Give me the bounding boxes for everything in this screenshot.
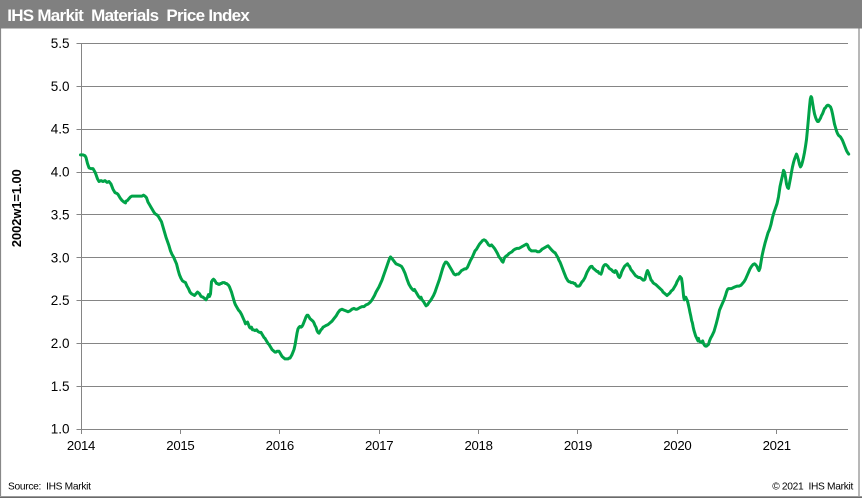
svg-text:4.0: 4.0 [51,165,70,180]
svg-text:4.5: 4.5 [51,122,70,137]
svg-text:2014: 2014 [67,438,95,453]
svg-text:1.0: 1.0 [51,422,70,437]
svg-text:5.5: 5.5 [51,36,70,51]
svg-text:2018: 2018 [464,438,492,453]
svg-text:2021: 2021 [763,438,791,453]
svg-text:2016: 2016 [266,438,294,453]
svg-text:3.5: 3.5 [51,207,70,222]
svg-text:3.0: 3.0 [51,250,70,265]
svg-text:© 2021 IHS Markit: © 2021 IHS Markit [772,482,853,493]
svg-text:1.5: 1.5 [51,379,70,394]
svg-text:IHS Markit Materials Price I: IHS Markit Materials Price Index [7,6,250,25]
svg-text:2017: 2017 [365,438,393,453]
svg-text:2.0: 2.0 [51,336,70,351]
svg-text:Source: IHS Markit: Source: IHS Markit [8,482,91,493]
svg-text:2020: 2020 [663,438,691,453]
svg-text:2015: 2015 [166,438,194,453]
svg-text:2.5: 2.5 [51,293,70,308]
svg-text:2002w1=1.00: 2002w1=1.00 [9,169,24,247]
svg-text:5.0: 5.0 [51,79,70,94]
svg-text:2019: 2019 [564,438,592,453]
